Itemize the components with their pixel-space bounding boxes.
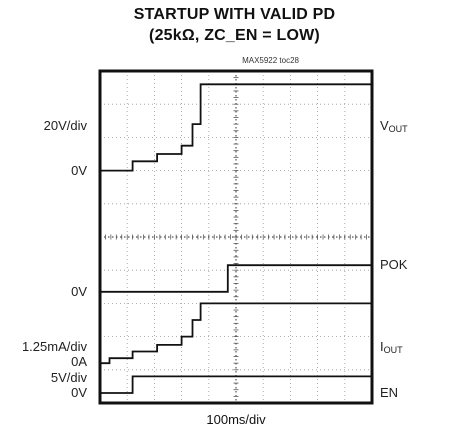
x-axis-label: 100ms/div [100,412,372,427]
right-label: POK [380,258,407,272]
right-label: EN [380,386,398,400]
right-label: VOUT [380,119,408,136]
left-label: 0A [71,355,87,369]
left-label: 1.25mA/div [22,340,87,354]
left-label: 0V [71,386,87,400]
left-label: 20V/div [44,119,87,133]
trace-en [100,376,372,393]
scope-grid [100,71,372,403]
left-label: 5V/div [51,371,87,385]
right-label: IOUT [380,340,403,357]
left-label: 0V [71,285,87,299]
left-label: 0V [71,164,87,178]
